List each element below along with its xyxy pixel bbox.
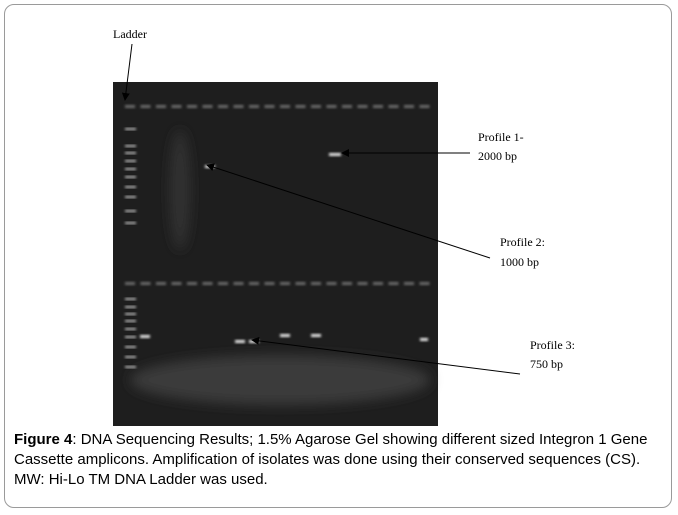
- gel-band: [404, 282, 414, 285]
- gel-band: [125, 366, 136, 368]
- arrow: [121, 43, 133, 101]
- gel-band: [125, 196, 136, 198]
- gel-band: [125, 186, 136, 188]
- gel-band: [311, 105, 321, 108]
- gel-band: [419, 282, 430, 285]
- annotation: Profile 3:: [530, 338, 575, 352]
- caption: Figure 4: DNA Sequencing Results; 1.5% A…: [14, 430, 666, 490]
- gel-band: [170, 130, 190, 250]
- gel-band: [125, 313, 136, 315]
- gel-band: [125, 128, 136, 130]
- gel-band: [156, 282, 166, 285]
- arrow: [206, 163, 491, 259]
- gel-band: [373, 282, 383, 285]
- gel-band: [202, 282, 213, 285]
- gel-band: [264, 105, 275, 108]
- gel-band: [419, 105, 430, 108]
- gel-band: [125, 336, 136, 338]
- gel-band: [295, 105, 306, 108]
- gel-band: [218, 282, 228, 285]
- gel-band: [125, 210, 136, 212]
- gel-band: [388, 282, 399, 285]
- gel-band: [125, 160, 136, 162]
- gel-band: [311, 282, 321, 285]
- gel-band: [187, 105, 197, 108]
- annotation: Profile 1-: [478, 130, 524, 144]
- annotation: 1000 bp: [500, 255, 539, 269]
- gel-bands: [125, 105, 430, 405]
- gel-band: [171, 105, 182, 108]
- gel-band: [373, 105, 383, 108]
- gel-band: [357, 282, 368, 285]
- annotation: 2000 bp: [478, 149, 517, 163]
- gel-band: [125, 328, 136, 330]
- gel-band: [280, 282, 290, 285]
- gel-band: [280, 334, 290, 337]
- gel-band: [420, 338, 428, 341]
- gel-band: [125, 282, 135, 285]
- annotation: Profile 2:: [500, 235, 545, 249]
- arrow: [251, 336, 521, 375]
- annotation: 750 bp: [530, 357, 563, 371]
- gel-band: [233, 105, 244, 108]
- gel-band: [295, 282, 306, 285]
- gel-band: [140, 105, 151, 108]
- gel-band: [140, 335, 150, 338]
- gel-band: [311, 334, 321, 337]
- gel-band: [171, 282, 182, 285]
- gel-band: [326, 282, 337, 285]
- gel-band: [125, 145, 136, 147]
- gel-band: [249, 105, 259, 108]
- gel-band: [130, 355, 430, 405]
- gel-band: [125, 346, 136, 348]
- gel-band: [125, 320, 136, 322]
- gel-band: [280, 105, 290, 108]
- caption-text: : DNA Sequencing Results; 1.5% Agarose G…: [14, 431, 648, 488]
- gel-band: [125, 105, 135, 108]
- gel-band: [218, 105, 228, 108]
- gel-band: [404, 105, 414, 108]
- gel-band: [125, 298, 136, 300]
- gel-band: [357, 105, 368, 108]
- gel-band: [326, 105, 337, 108]
- gel-band: [202, 105, 213, 108]
- figure: Ladder Profile 1- 2000 bp Profile 2: 100…: [113, 27, 575, 426]
- gel-band: [235, 340, 245, 343]
- figure-frame: [4, 4, 672, 508]
- gel-band: [342, 105, 352, 108]
- gel-band: [125, 356, 136, 358]
- gel-band: [140, 282, 151, 285]
- gel-band: [125, 168, 136, 170]
- caption-label: Figure 4: [14, 431, 73, 448]
- gel-band: [125, 222, 136, 224]
- gel-band: [187, 282, 197, 285]
- ladder-label: Ladder: [113, 27, 147, 41]
- gel-band: [388, 105, 399, 108]
- gel-band: [264, 282, 275, 285]
- gel-band: [125, 306, 136, 308]
- gel-band: [329, 153, 341, 156]
- gel-band: [233, 282, 244, 285]
- gel-band: [125, 152, 136, 154]
- gel-band: [249, 282, 259, 285]
- gel-band: [156, 105, 166, 108]
- gel-band: [125, 176, 136, 178]
- gel-band: [342, 282, 352, 285]
